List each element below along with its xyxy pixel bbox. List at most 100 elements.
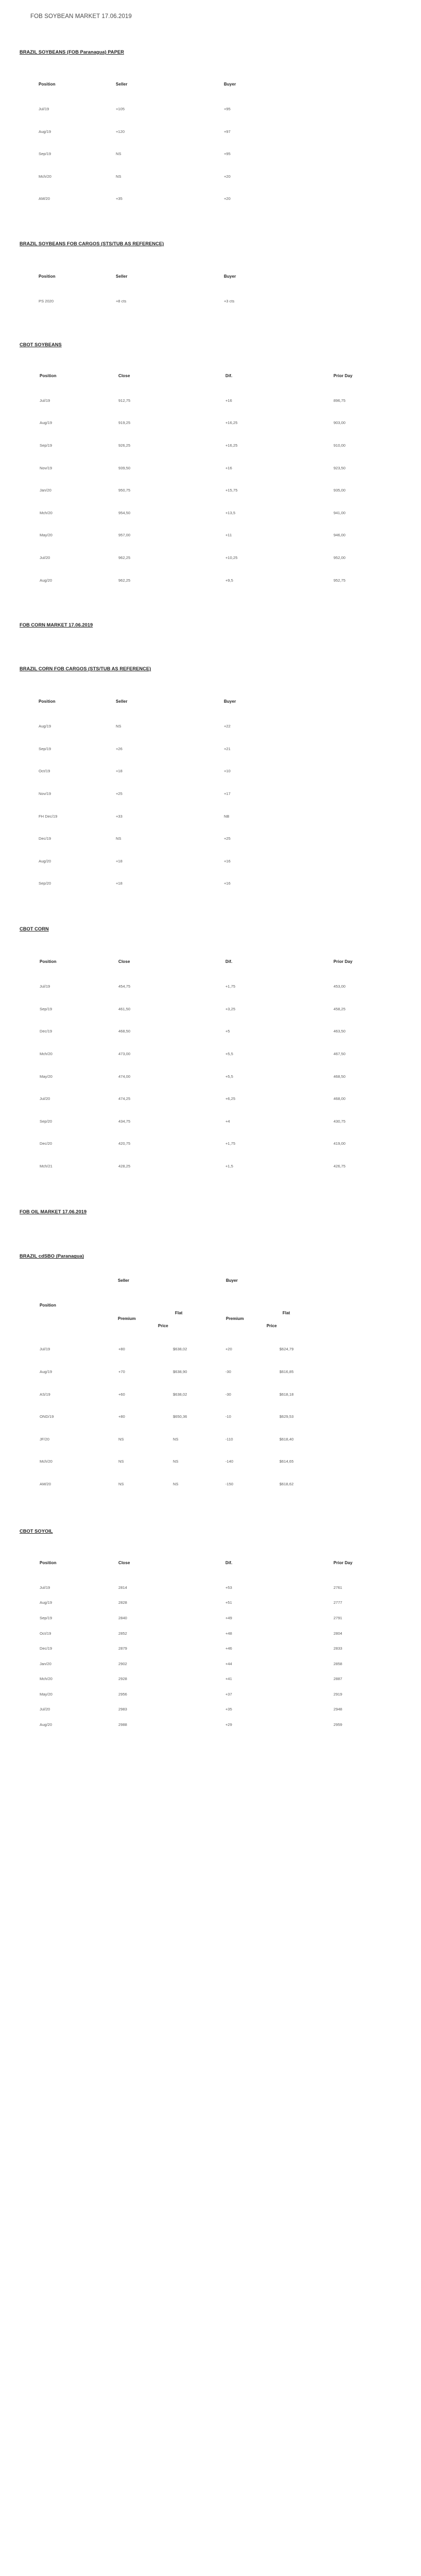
cell-buyer: +97	[224, 129, 231, 134]
cell-position: Aug/19	[40, 1369, 52, 1375]
table-header-row: Position Close Dif. Prior Day	[0, 959, 421, 964]
cell-close: 919,25	[118, 420, 131, 426]
cell-position: Nov/19	[40, 465, 52, 470]
cell-position: Mch/20	[39, 174, 51, 179]
cell-prior-day: 467,50	[334, 1051, 346, 1056]
cell-prior-day: 2919	[334, 1691, 342, 1697]
cell-seller-flat-price: $638,90	[173, 1369, 187, 1375]
cell-buyer-premium: -150	[225, 1482, 234, 1487]
table-header-row: Position Close Dif. Prior Day	[0, 1561, 421, 1565]
column-header-prior-day: Prior Day	[334, 373, 353, 378]
cell-dif: +3,25	[225, 1006, 236, 1011]
table-row: Aug/19 +120 +97	[0, 130, 421, 134]
cell-close: 954,50	[118, 510, 131, 515]
table-row: Sep/20 +18 +16	[0, 882, 421, 886]
column-header-buyer-premium: Premium	[226, 1316, 244, 1321]
cell-close: 2928	[118, 1676, 127, 1682]
table-row: Jul/19 2814 +53 2761	[0, 1586, 421, 1590]
cell-close: 473,00	[118, 1051, 131, 1056]
table-row: Dec/20 420,75 +1,75 419,00	[0, 1142, 421, 1146]
cell-buyer-flat-price: $614,65	[279, 1459, 294, 1464]
cell-position: Jul/19	[39, 107, 49, 112]
column-header-close: Close	[118, 1560, 130, 1565]
cell-seller-flat-price: $638,02	[173, 1392, 187, 1397]
cell-position: Mch/20	[40, 1051, 52, 1056]
cell-position: Sep/19	[40, 1615, 52, 1620]
table-row: May/20 2956 +37 2919	[0, 1692, 421, 1697]
column-header-dif: Dif.	[225, 373, 233, 378]
cell-prior-day: 2791	[334, 1615, 342, 1620]
cell-seller-flat-price: NS	[173, 1482, 179, 1487]
column-header-buyer: Buyer	[224, 699, 236, 704]
column-header-buyer: Buyer	[224, 274, 236, 279]
column-header-position: Position	[40, 373, 57, 378]
cell-buyer-premium: -30	[225, 1392, 231, 1397]
section-heading-cbot-corn: CBOT CORN	[20, 926, 49, 932]
cell-position: Sep/20	[40, 1118, 52, 1124]
column-header-prior-day: Prior Day	[334, 959, 353, 964]
cell-position: Aug/19	[39, 724, 51, 729]
cell-position: Sep/20	[39, 881, 51, 886]
cell-seller: +18	[116, 881, 122, 886]
cell-seller-premium: +80	[118, 1347, 125, 1352]
cell-seller-flat-price: $638,02	[173, 1347, 187, 1352]
cell-close: 962,25	[118, 555, 131, 560]
cell-prior-day: 468,00	[334, 1096, 346, 1101]
table-row: Mch/20 473,00 +5,5 467,50	[0, 1052, 421, 1056]
cell-dif: +5	[225, 1029, 230, 1034]
cell-prior-day: 923,50	[334, 465, 346, 470]
table-row: Jul/19 454,75 +1,75 453,00	[0, 985, 421, 989]
table-row: Aug/20 2988 +29 2959	[0, 1723, 421, 1727]
column-header-position: Position	[39, 699, 56, 704]
cell-position: Sep/19	[40, 443, 52, 448]
table-row: May/20 474,00 +5,5 468,50	[0, 1074, 421, 1079]
cell-dif: +16	[225, 465, 232, 470]
cell-seller-premium: +60	[118, 1392, 125, 1397]
cell-dif: +16,25	[225, 443, 238, 448]
cell-position: Mch/20	[40, 510, 52, 515]
cell-position: Oct/19	[40, 1631, 51, 1636]
cell-dif: +1,5	[225, 1163, 233, 1168]
cell-position: Jan/20	[40, 488, 51, 493]
cell-seller: NS	[116, 174, 121, 179]
cell-seller: NS	[116, 151, 121, 157]
table-row: Jan/20 950,75 +15,75 935,00	[0, 488, 421, 493]
column-header-buyer-price: Price	[267, 1324, 277, 1329]
cell-close: 461,50	[118, 1006, 131, 1011]
cell-prior-day: 2761	[334, 1585, 342, 1590]
cell-prior-day: 458,25	[334, 1006, 346, 1011]
cell-position: AM/20	[39, 196, 50, 201]
cell-prior-day: 946,00	[334, 533, 346, 538]
section-heading-cbot-soybeans: CBOT SOYBEANS	[20, 342, 62, 347]
cell-prior-day: 896,75	[334, 398, 346, 403]
cell-prior-day: 430,75	[334, 1118, 346, 1124]
column-header-position: Position	[39, 274, 56, 279]
cell-buyer: +16	[224, 858, 231, 863]
cell-close: 962,25	[118, 578, 131, 583]
table-row: FH Dec/19 +33 NB	[0, 815, 421, 819]
cell-position: Sep/19	[39, 746, 51, 751]
table-row: Sep/19 926,25 +16,25 910,00	[0, 444, 421, 448]
cell-seller: +105	[116, 107, 125, 112]
cell-position: Aug/20	[40, 1722, 52, 1727]
column-header-position: Position	[40, 959, 57, 964]
cell-position: Dec/19	[40, 1029, 52, 1034]
page-title: FOB SOYBEAN MARKET 17.06.2019	[30, 13, 132, 20]
cell-dif: +46	[225, 1646, 232, 1651]
cell-prior-day: 952,75	[334, 578, 346, 583]
cell-position: Aug/20	[40, 578, 52, 583]
cell-position: Jul/20	[40, 1707, 50, 1712]
cell-dif: +1,75	[225, 1141, 236, 1146]
column-header-dif: Dif.	[225, 1560, 233, 1565]
cell-dif: +41	[225, 1676, 232, 1682]
column-header-seller-price: Price	[158, 1324, 168, 1329]
table-row: Aug/20 962,25 +9,5 952,75	[0, 578, 421, 583]
cell-close: 474,25	[118, 1096, 131, 1101]
cell-position: JF/20	[40, 1436, 49, 1442]
table-row: May/20 957,00 +11 946,00	[0, 533, 421, 537]
column-header-close: Close	[118, 373, 130, 378]
cell-close: 926,25	[118, 443, 131, 448]
cell-position: Sep/19	[40, 1006, 52, 1011]
cell-position: Aug/20	[39, 858, 51, 863]
